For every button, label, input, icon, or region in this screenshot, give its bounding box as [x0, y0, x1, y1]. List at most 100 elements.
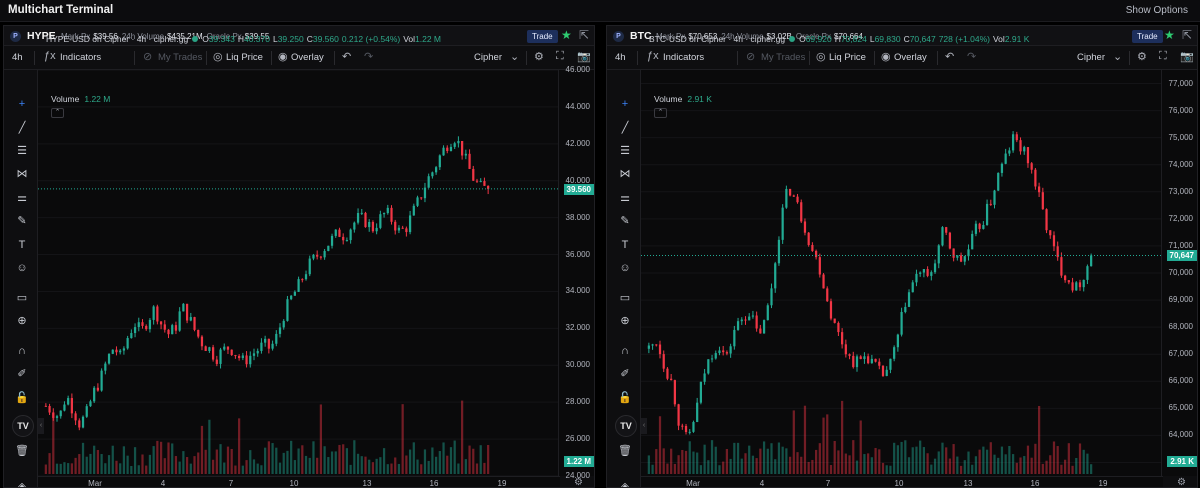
chevron-down-icon[interactable]: ⌄ [510, 51, 520, 63]
settings-gear-icon[interactable]: ⚙ [534, 51, 544, 63]
ticker-symbol[interactable]: HYPE [27, 30, 56, 42]
favorite-star-icon[interactable]: ★ [1164, 28, 1175, 42]
external-link-icon[interactable]: ⇱ [1182, 28, 1193, 42]
candle [1000, 162, 1004, 177]
magnet-icon[interactable]: ∩ [621, 345, 629, 357]
volume-bar [185, 457, 189, 474]
volume-bar [312, 441, 315, 474]
tradingview-logo-icon[interactable]: TV [615, 415, 637, 437]
source-selector[interactable]: Cipher [474, 52, 502, 63]
fullscreen-icon[interactable]: ⛶ [556, 50, 564, 62]
my-trades-button[interactable]: My Trades [761, 52, 806, 63]
zoom-icon[interactable]: ⊕ [17, 315, 27, 327]
favorite-star-icon[interactable]: ★ [561, 28, 572, 42]
external-link-icon[interactable]: ⇱ [579, 28, 590, 42]
candle [896, 333, 899, 352]
text-icon[interactable]: T [18, 239, 26, 251]
magnet-icon[interactable]: ∩ [18, 345, 26, 357]
legend-c-label: C [903, 34, 910, 44]
volume-bar [971, 464, 974, 474]
zoom-icon[interactable]: ⊕ [620, 315, 630, 327]
volume-bar [141, 454, 144, 474]
trade-button[interactable]: Trade [527, 30, 558, 43]
interval-selector[interactable]: 4h [615, 52, 626, 63]
pitchfork-icon[interactable]: ⋈ [16, 168, 28, 180]
toolbar-divider [206, 51, 207, 65]
candle [156, 304, 159, 325]
crosshair-icon[interactable]: + [621, 98, 629, 110]
chevron-down-icon[interactable]: ⌄ [1113, 51, 1123, 63]
volume-bar [658, 416, 662, 474]
ruler-icon[interactable]: ▭ [16, 292, 28, 304]
lock-icon[interactable]: 🔓 [618, 392, 632, 404]
redo-icon[interactable]: ↷ [967, 51, 977, 63]
volume-bar [651, 464, 654, 474]
crosshair-icon[interactable]: + [18, 98, 26, 110]
layers-icon[interactable]: ◈ [17, 481, 27, 488]
candle [271, 340, 274, 351]
time-axis[interactable]: Mar 4 7 10 13 16 19 [38, 476, 560, 488]
trade-button[interactable]: Trade [1132, 30, 1163, 43]
volume-bar [915, 446, 918, 474]
lock-icon[interactable]: 🔓 [15, 392, 29, 404]
candle [44, 403, 47, 407]
brush-icon[interactable]: ✎ [17, 215, 27, 227]
ruler-icon[interactable]: ▭ [619, 292, 631, 304]
trendline-icon[interactable]: ╱ [18, 122, 26, 134]
liq-price-button[interactable]: Liq Price [829, 52, 866, 63]
volume-bar [710, 440, 714, 474]
x-tick-label: 13 [963, 479, 973, 488]
trash-icon[interactable]: 🗑 [15, 445, 29, 457]
horizontal-lines-icon[interactable]: ☰ [620, 145, 630, 157]
trendline-icon[interactable]: ╱ [621, 122, 629, 134]
settings-gear-icon[interactable]: ⚙ [1137, 51, 1147, 63]
price-axis[interactable]: 46.000 44.000 42.000 40.000 38.000 36.000 34.0… [558, 65, 594, 480]
fib-icon[interactable]: ⚌ [620, 192, 630, 204]
price-chart-area[interactable]: BTC-USD on Cipher · 4h · cipher.gg O69,92… [641, 34, 1163, 487]
volume-bar [1060, 464, 1063, 474]
volume-bar [907, 457, 911, 474]
collapse-legend-button[interactable]: ⌃ [654, 108, 667, 118]
price-axis[interactable]: 77,000 76,000 75,000 74,000 73,000 72,000 71,0… [1161, 70, 1197, 476]
time-axis[interactable]: Mar 4 7 10 13 16 19 [641, 476, 1163, 488]
redo-icon[interactable]: ↷ [364, 51, 374, 63]
overlay-button[interactable]: Overlay [894, 52, 927, 63]
trash-icon[interactable]: 🗑 [618, 445, 632, 457]
axis-settings-gear-icon[interactable]: ⚙ [574, 477, 583, 488]
volume-bar [770, 443, 773, 474]
my-trades-button[interactable]: My Trades [158, 52, 203, 63]
fullscreen-icon[interactable]: ⛶ [1159, 50, 1167, 62]
overlay-button[interactable]: Overlay [291, 52, 324, 63]
sidebar-collapse-icon[interactable]: ‹ [38, 418, 44, 434]
show-options-button[interactable]: Show Options [1125, 5, 1188, 16]
draw-lock-icon[interactable]: ✐ [17, 368, 27, 380]
brush-icon[interactable]: ✎ [620, 215, 630, 227]
source-selector[interactable]: Cipher [1077, 52, 1105, 63]
camera-icon[interactable]: 📷 [1180, 51, 1194, 63]
axis-settings-gear-icon[interactable]: ⚙ [1177, 477, 1186, 488]
indicators-button[interactable]: Indicators [60, 52, 102, 63]
camera-icon[interactable]: 📷 [577, 51, 591, 63]
volume-bar [487, 444, 490, 474]
sidebar-collapse-icon[interactable]: ‹ [641, 418, 647, 434]
emoji-icon[interactable]: ☺ [16, 262, 28, 274]
draw-lock-icon[interactable]: ✐ [620, 368, 630, 380]
undo-icon[interactable]: ↶ [342, 51, 352, 63]
layers-icon[interactable]: ◈ [620, 481, 630, 488]
fib-icon[interactable]: ⚌ [17, 192, 27, 204]
undo-icon[interactable]: ↶ [945, 51, 955, 63]
ticker-symbol[interactable]: BTC [630, 30, 652, 42]
my-trades-icon: ⊘ [143, 51, 153, 63]
indicators-button[interactable]: Indicators [663, 52, 705, 63]
emoji-icon[interactable]: ☺ [619, 262, 631, 274]
x-tick-label: 10 [289, 479, 299, 488]
tradingview-logo-icon[interactable]: TV [12, 415, 34, 437]
text-icon[interactable]: T [621, 239, 629, 251]
candle [900, 307, 903, 337]
interval-selector[interactable]: 4h [12, 52, 23, 63]
liq-price-button[interactable]: Liq Price [226, 52, 263, 63]
pitchfork-icon[interactable]: ⋈ [619, 168, 631, 180]
collapse-legend-button[interactable]: ⌃ [51, 108, 64, 118]
price-chart-area[interactable]: HYPE-USD on Cipher · 4h · cipher.gg O39.3… [38, 34, 560, 487]
horizontal-lines-icon[interactable]: ☰ [17, 145, 27, 157]
